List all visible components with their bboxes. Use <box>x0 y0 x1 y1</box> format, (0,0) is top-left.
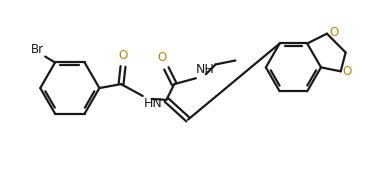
Text: HN: HN <box>144 97 162 110</box>
Text: O: O <box>158 51 167 64</box>
Text: NH: NH <box>196 63 215 76</box>
Text: Br: Br <box>31 43 44 56</box>
Text: O: O <box>329 26 338 39</box>
Text: O: O <box>343 65 352 78</box>
Text: O: O <box>118 49 128 63</box>
